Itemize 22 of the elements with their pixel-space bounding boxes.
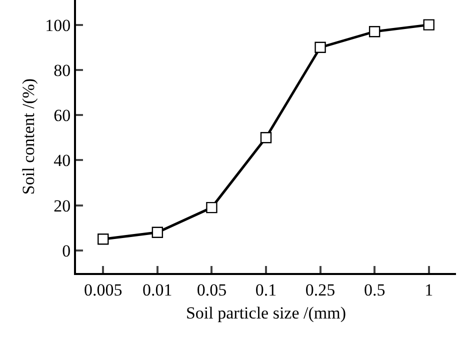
y-axis-title: Soil content /(%) xyxy=(19,78,38,195)
point xyxy=(98,234,109,245)
y-tick-label: 0 xyxy=(62,241,71,260)
y-tick-label: 60 xyxy=(54,106,71,126)
x-tick-label: 0.25 xyxy=(305,280,336,300)
y-tick-label: 20 xyxy=(54,196,71,216)
point xyxy=(152,226,164,238)
point xyxy=(206,202,218,214)
x-tick-label: 0.01 xyxy=(142,280,172,300)
y-tick-label: 80 xyxy=(54,60,71,80)
point xyxy=(423,19,434,30)
y-tick-label: 100 xyxy=(45,16,71,35)
x-axis-title: Soil particle size /(mm) xyxy=(186,303,346,322)
x-tick-label: 0.5 xyxy=(364,280,386,300)
point xyxy=(260,132,272,144)
x-tick-label: 0.05 xyxy=(196,280,227,300)
point xyxy=(314,42,326,53)
x-tick-label: 0.1 xyxy=(255,280,277,300)
point xyxy=(368,26,380,38)
y-tick-label: 40 xyxy=(54,151,71,170)
x-tick-label: 0.005 xyxy=(84,280,122,300)
x-tick-label: 1 xyxy=(424,280,434,300)
